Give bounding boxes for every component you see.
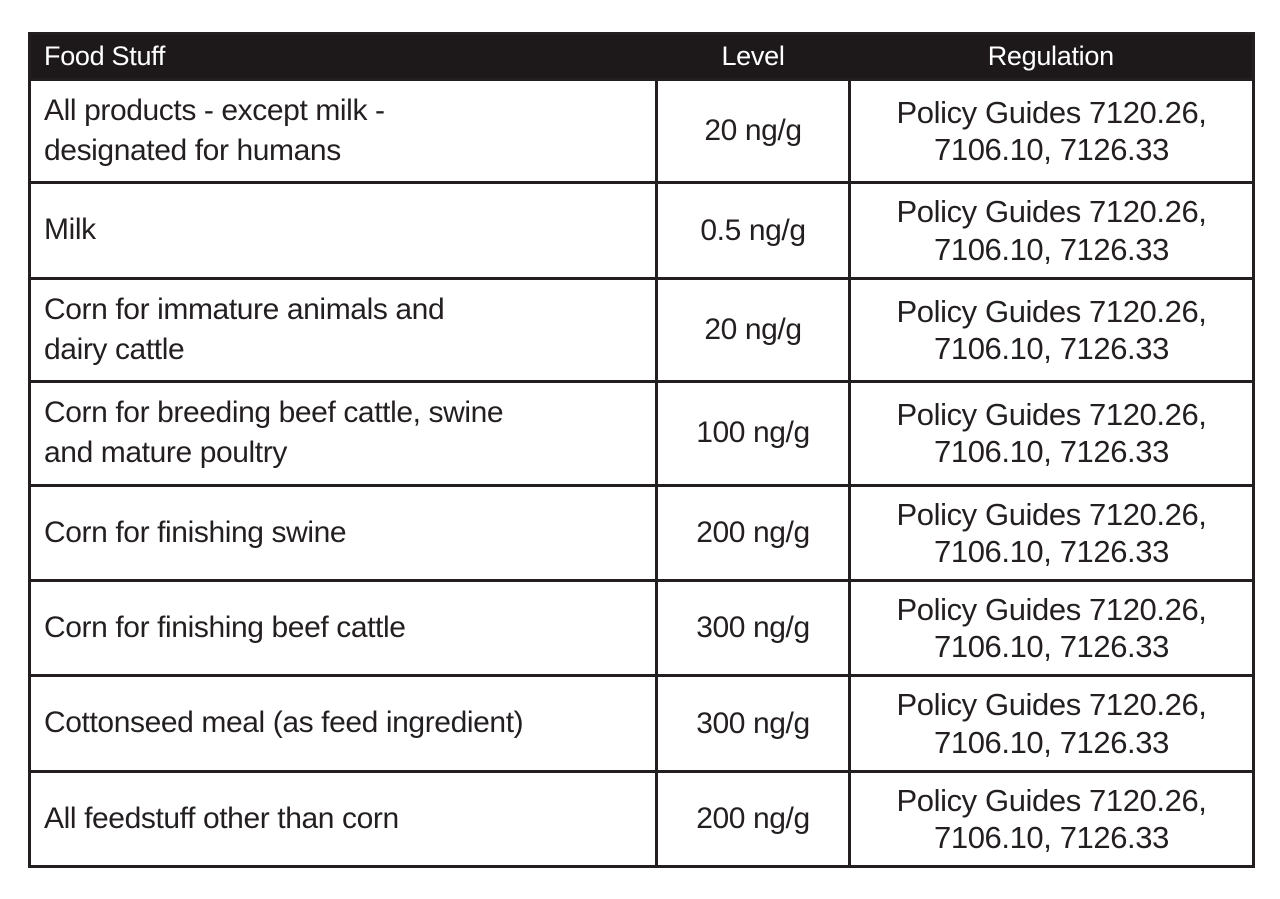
level-cell: 300 ng/g: [655, 579, 851, 678]
regulation-cell: Policy Guides 7120.26, 7106.10, 7126.33: [848, 276, 1255, 384]
regulation-cell: Policy Guides 7120.26, 7106.10, 7126.33: [848, 77, 1255, 185]
table-body: All products - except milk - designated …: [28, 77, 1255, 869]
food-stuff-levels-table: Food Stuff Level Regulation All products…: [28, 32, 1255, 869]
food-stuff-cell: Corn for immature animals and dairy catt…: [28, 276, 658, 384]
regulation-cell: Policy Guides 7120.26, 7106.10, 7126.33: [848, 181, 1255, 280]
level-cell: 200 ng/g: [655, 769, 851, 869]
regulation-cell: Policy Guides 7120.26, 7106.10, 7126.33: [848, 674, 1255, 773]
regulation-cell: Policy Guides 7120.26, 7106.10, 7126.33: [848, 579, 1255, 678]
table-row: Cottonseed meal (as feed ingredient) 300 …: [28, 674, 1255, 773]
table-row: Corn for finishing swine 200 ng/g Policy G…: [28, 483, 1255, 583]
table-row: Corn for breeding beef cattle, swine and…: [28, 380, 1255, 487]
table-row: All products - except milk - designated …: [28, 77, 1255, 185]
regulation-cell: Policy Guides 7120.26, 7106.10, 7126.33: [848, 769, 1255, 869]
level-cell: 300 ng/g: [655, 674, 851, 773]
food-stuff-cell: All feedstuff other than corn: [28, 769, 658, 869]
food-stuff-cell: Corn for finishing beef cattle: [28, 579, 658, 678]
column-header-food-stuff: Food Stuff: [29, 33, 657, 80]
regulation-cell: Policy Guides 7120.26, 7106.10, 7126.33: [848, 483, 1255, 583]
column-header-level: Level: [656, 33, 850, 80]
food-stuff-cell: Cottonseed meal (as feed ingredient): [28, 674, 658, 773]
table-row: Corn for immature animals and dairy catt…: [28, 276, 1255, 384]
level-cell: 100 ng/g: [655, 380, 851, 487]
level-cell: 20 ng/g: [655, 276, 851, 384]
table-row: Milk 0.5 ng/g Policy Guides 7120.26, 7106.…: [28, 181, 1255, 280]
table-row: All feedstuff other than corn 200 ng/g Pol…: [28, 769, 1255, 869]
level-cell: 200 ng/g: [655, 483, 851, 583]
header-row: Food Stuff Level Regulation: [29, 33, 1254, 80]
column-header-regulation: Regulation: [849, 33, 1254, 80]
food-stuff-cell: Corn for finishing swine: [28, 483, 658, 583]
level-cell: 0.5 ng/g: [655, 181, 851, 280]
table-header: Food Stuff Level Regulation: [29, 33, 1254, 80]
regulation-cell: Policy Guides 7120.26, 7106.10, 7126.33: [848, 380, 1255, 487]
food-stuff-cell: Milk: [28, 181, 658, 280]
food-stuff-cell: Corn for breeding beef cattle, swine and…: [28, 380, 658, 487]
food-stuff-cell: All products - except milk - designated …: [28, 77, 658, 185]
level-cell: 20 ng/g: [655, 77, 851, 185]
table-row: Corn for finishing beef cattle 300 ng/g Po…: [28, 579, 1255, 678]
